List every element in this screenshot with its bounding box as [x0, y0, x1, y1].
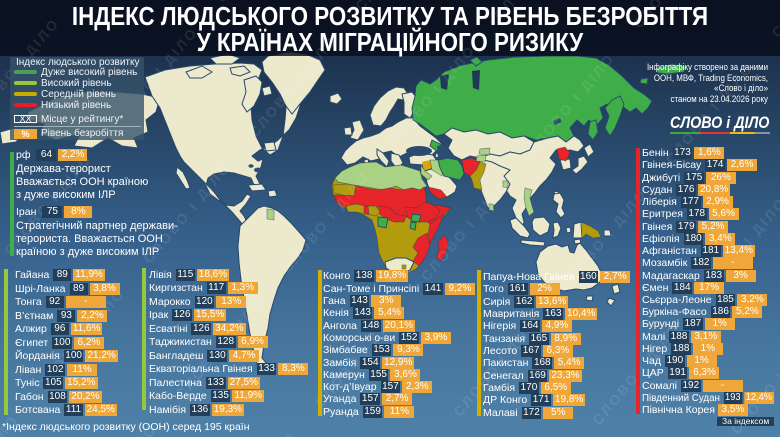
svg-text:СЛОВО І ДІЛО: СЛОВО І ДІЛО [278, 168, 372, 276]
